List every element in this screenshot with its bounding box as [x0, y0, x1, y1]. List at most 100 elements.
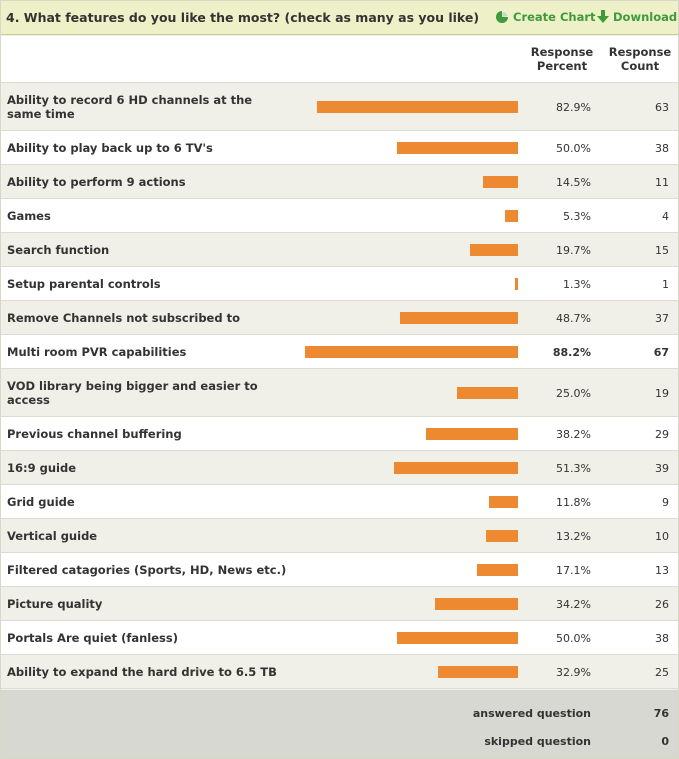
response-count-header-line1: Response	[608, 45, 672, 59]
response-percent: 48.7%	[556, 312, 591, 325]
response-percent: 88.2%	[552, 346, 591, 359]
response-count: 39	[655, 462, 669, 475]
response-count: 29	[655, 428, 669, 441]
response-count-header: Response Count	[603, 45, 677, 73]
response-percent: 51.3%	[556, 462, 591, 475]
response-percent: 25.0%	[556, 387, 591, 400]
category-label: Picture quality	[7, 597, 103, 611]
answered-question-label: answered question	[472, 707, 591, 720]
category-label: Multi room PVR capabilities	[7, 345, 187, 359]
response-percent: 50.0%	[556, 142, 591, 155]
skipped-question-value: 0	[661, 735, 669, 748]
question-header: 4. What features do you like the most? (…	[1, 1, 678, 35]
category-label: Previous channel buffering	[7, 427, 182, 441]
category-label: Ability to perform 9 actions	[7, 175, 186, 189]
download-arrow-icon	[597, 10, 609, 23]
category-label: Setup parental controls	[7, 277, 161, 291]
table-row: Vertical guide 13.2% 10	[1, 519, 678, 553]
category-label: Search function	[7, 243, 110, 257]
table-row: Grid guide 11.8% 9	[1, 485, 678, 519]
category-label: VOD library being bigger and easier to a…	[7, 379, 258, 407]
table-row: Multi room PVR capabilities 88.2% 67	[1, 335, 678, 369]
column-header-row: Response Percent Response Count	[1, 36, 678, 83]
table-row: Ability to perform 9 actions 14.5% 11	[1, 165, 678, 199]
response-count: 26	[655, 598, 669, 611]
create-chart-link[interactable]: Create Chart	[495, 10, 596, 24]
table-row: Ability to play back up to 6 TV's 50.0% 38	[1, 131, 678, 165]
table-row: Search function 19.7% 15	[1, 233, 678, 267]
response-bar	[435, 598, 518, 610]
response-percent: 82.9%	[556, 101, 591, 114]
download-label: Download	[613, 10, 678, 24]
response-bar	[457, 387, 518, 399]
skipped-question-label: skipped question	[484, 735, 591, 748]
category-label: Vertical guide	[7, 529, 98, 543]
response-count: 25	[655, 666, 669, 679]
response-bar	[438, 666, 518, 678]
response-count: 37	[655, 312, 669, 325]
summary-footer: answered question 76 skipped question 0	[1, 690, 678, 758]
category-label: Grid guide	[7, 495, 75, 509]
response-bar	[397, 142, 518, 154]
table-row: Filtered catagories (Sports, HD, News et…	[1, 553, 678, 587]
response-count-header-line2: Count	[620, 59, 660, 73]
response-count: 13	[655, 564, 669, 577]
response-count: 38	[655, 142, 669, 155]
response-percent: 14.5%	[556, 176, 591, 189]
category-label: Remove Channels not subscribed to	[7, 311, 240, 325]
question-title: 4. What features do you like the most? (…	[6, 10, 480, 25]
response-bar	[317, 101, 518, 113]
response-bar	[397, 632, 518, 644]
response-bar	[470, 244, 518, 256]
response-count: 38	[655, 632, 669, 645]
response-bar	[486, 530, 518, 542]
table-row: Remove Channels not subscribed to 48.7% 37	[1, 301, 678, 335]
response-bar	[515, 278, 518, 290]
response-bar	[489, 496, 518, 508]
response-percent: 11.8%	[556, 496, 591, 509]
response-count: 9	[662, 496, 669, 509]
response-percent: 32.9%	[556, 666, 591, 679]
table-row: Ability to record 6 HD channels at the s…	[1, 83, 678, 131]
response-percent: 17.1%	[556, 564, 591, 577]
response-bar	[426, 428, 518, 440]
response-count: 10	[655, 530, 669, 543]
table-row: Ability to expand the hard drive to 6.5 …	[1, 655, 678, 689]
response-percent: 5.3%	[563, 210, 591, 223]
response-count: 11	[655, 176, 669, 189]
table-row: 16:9 guide 51.3% 39	[1, 451, 678, 485]
response-bar	[305, 346, 518, 358]
response-percent: 1.3%	[563, 278, 591, 291]
table-row: Setup parental controls 1.3% 1	[1, 267, 678, 301]
category-label: Ability to record 6 HD channels at the s…	[7, 93, 253, 121]
category-label: 16:9 guide	[7, 461, 76, 475]
answered-question-value: 76	[653, 707, 669, 720]
response-percent: 50.0%	[556, 632, 591, 645]
response-bar	[477, 564, 518, 576]
table-row: Previous channel buffering 38.2% 29	[1, 417, 678, 451]
response-percent: 38.2%	[556, 428, 591, 441]
response-count: 1	[662, 278, 669, 291]
category-label: Filtered catagories (Sports, HD, News et…	[7, 563, 287, 577]
pie-chart-icon	[496, 11, 508, 23]
table-row: VOD library being bigger and easier to a…	[1, 369, 678, 417]
response-percent-header-line1: Response	[530, 45, 594, 59]
table-row: Picture quality 34.2% 26	[1, 587, 678, 621]
category-label: Ability to expand the hard drive to 6.5 …	[7, 665, 277, 679]
response-count: 19	[655, 387, 669, 400]
download-link[interactable]: Download	[597, 10, 677, 24]
response-bar	[505, 210, 518, 222]
category-label: Portals Are quiet (fanless)	[7, 631, 178, 645]
response-count: 4	[662, 210, 669, 223]
category-label: Games	[7, 209, 51, 223]
table-row: Games 5.3% 4	[1, 199, 678, 233]
response-bar	[394, 462, 518, 474]
response-count: 15	[655, 244, 669, 257]
response-percent-header-line2: Percent	[536, 59, 588, 73]
category-label: Ability to play back up to 6 TV's	[7, 141, 213, 155]
response-bar	[400, 312, 518, 324]
response-percent: 13.2%	[556, 530, 591, 543]
response-count: 63	[655, 101, 669, 114]
response-bar	[483, 176, 518, 188]
